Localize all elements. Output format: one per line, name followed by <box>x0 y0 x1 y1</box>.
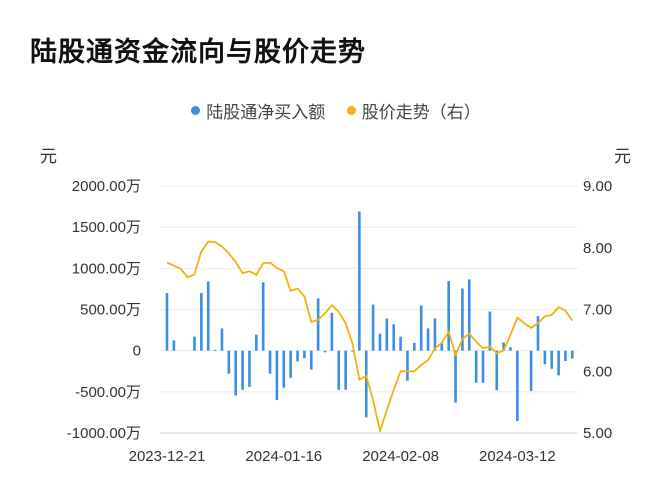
net-buy-bar <box>536 316 540 351</box>
net-buy-bar <box>213 349 217 351</box>
net-buy-bar <box>516 350 519 422</box>
right-tick-label: 8.00 <box>583 240 612 257</box>
net-buy-bar <box>502 342 505 351</box>
left-tick-label: 500.00万 <box>80 302 141 319</box>
net-buy-bar <box>529 350 533 392</box>
net-buy-bar <box>282 350 286 388</box>
net-buy-bar <box>234 350 237 396</box>
net-buy-bar <box>461 288 464 351</box>
x-tick-label: 2023-12-21 <box>129 448 206 465</box>
net-buy-bar <box>364 350 368 418</box>
legend-line-marker <box>346 106 356 115</box>
net-buy-bar <box>351 350 354 352</box>
net-buy-bar <box>557 350 560 376</box>
net-buy-bar <box>316 298 320 351</box>
net-buy-bar <box>172 340 176 351</box>
net-buy-bar <box>309 350 313 370</box>
net-buy-bar <box>330 312 334 351</box>
net-buy-bar <box>241 350 244 390</box>
net-buy-bar <box>378 333 382 351</box>
net-buy-bar <box>165 293 169 351</box>
net-buy-bar <box>337 350 341 390</box>
net-buy-bar <box>371 304 375 351</box>
legend: 陆股通净买入额 股价走势（右） <box>0 98 672 123</box>
net-buy-bar <box>406 350 409 381</box>
net-buy-bar <box>564 350 567 361</box>
net-buy-bar <box>571 350 574 359</box>
right-tick-label: 5.00 <box>583 425 612 442</box>
x-tick-label: 2024-03-12 <box>479 448 556 465</box>
legend-item-price[interactable]: 股价走势（右） <box>346 98 481 123</box>
net-buy-bar <box>358 211 361 351</box>
net-buy-bar <box>193 336 196 351</box>
net-buy-bar <box>447 281 450 351</box>
net-buy-bar <box>488 311 492 351</box>
net-buy-bar <box>392 324 396 351</box>
net-buy-bar <box>481 350 485 383</box>
net-buy-bar <box>413 342 416 351</box>
net-buy-bar <box>433 318 437 351</box>
net-buy-bar <box>227 350 231 374</box>
net-buy-bar <box>495 350 499 391</box>
net-buy-bar <box>399 336 402 351</box>
left-tick-label: 2000.00万 <box>72 178 141 195</box>
net-buy-bar <box>426 328 430 351</box>
left-tick-label: -500.00万 <box>75 384 141 401</box>
right-tick-label: 9.00 <box>583 178 612 195</box>
x-tick-label: 2024-01-16 <box>245 448 322 465</box>
legend-label: 股价走势（右） <box>361 103 481 123</box>
legend-item-net-buy[interactable]: 陆股通净买入额 <box>191 98 325 123</box>
net-buy-bar <box>385 318 389 351</box>
left-tick-label: 0 <box>133 343 141 360</box>
net-buy-bar <box>440 343 444 351</box>
net-buy-bar <box>303 350 306 359</box>
legend-label: 陆股通净买入额 <box>206 103 326 123</box>
net-buy-bar <box>344 350 347 390</box>
net-buy-bar <box>220 328 224 351</box>
right-axis-unit: 元 <box>614 147 631 167</box>
net-buy-bar <box>248 350 251 387</box>
net-buy-bar <box>467 279 471 351</box>
net-buy-bar <box>543 350 547 365</box>
left-tick-label: 1000.00万 <box>72 260 141 277</box>
net-buy-bar <box>323 350 327 353</box>
left-axis-unit: 元 <box>40 147 57 167</box>
net-buy-bar <box>268 350 272 374</box>
left-tick-label: 1500.00万 <box>72 219 141 236</box>
net-buy-bar <box>474 350 478 383</box>
net-buy-bar <box>200 293 203 351</box>
price-line <box>166 240 574 433</box>
net-buy-bar <box>550 350 554 369</box>
x-tick-label: 2024-02-08 <box>362 448 439 465</box>
net-buy-bar <box>454 350 457 403</box>
net-buy-bar <box>289 350 292 378</box>
net-buy-bar <box>419 305 423 351</box>
right-tick-label: 6.00 <box>583 363 612 380</box>
net-buy-bar <box>275 350 279 401</box>
chart-title: 陆股通资金流向与股价走势 <box>30 37 366 68</box>
legend-bar-marker <box>191 106 201 115</box>
net-buy-bar <box>261 282 265 351</box>
right-tick-label: 7.00 <box>583 302 612 319</box>
left-tick-label: -1000.00万 <box>67 425 141 442</box>
net-buy-bar <box>255 334 258 351</box>
net-buy-bar <box>296 350 299 362</box>
net-buy-bar <box>206 281 210 351</box>
net-buy-bar <box>509 347 512 351</box>
